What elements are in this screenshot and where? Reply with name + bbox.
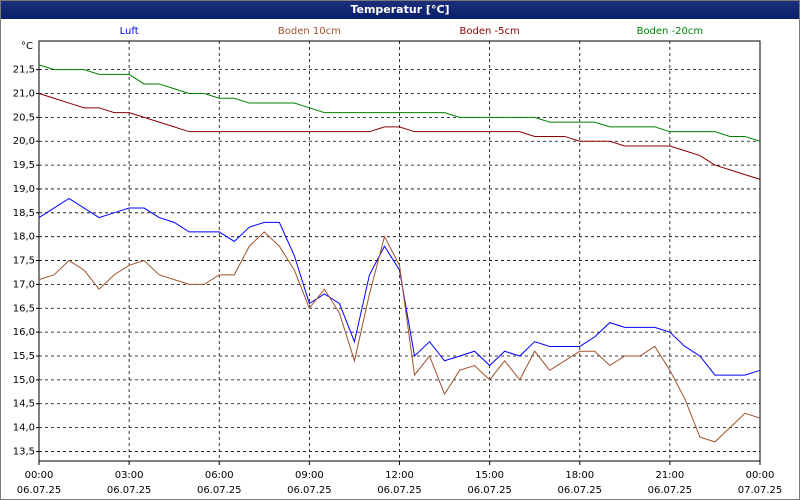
legend-entry: Luft — [120, 26, 139, 37]
x-tick-date: 06.07.25 — [17, 485, 62, 496]
x-tick-date: 06.07.25 — [107, 485, 152, 496]
y-unit: °C — [21, 41, 33, 52]
y-tick-label: 20,0 — [13, 136, 35, 147]
legend-entry: Boden -5cm — [460, 26, 520, 37]
x-tick-label: 18:00 — [565, 470, 594, 481]
y-tick-label: 18,5 — [13, 208, 35, 219]
x-tick-label: 00:00 — [746, 470, 775, 481]
x-tick-label: 03:00 — [115, 470, 144, 481]
x-tick-date: 06.07.25 — [287, 485, 332, 496]
y-tick-label: 18,0 — [13, 232, 35, 243]
y-tick-label: 17,5 — [13, 256, 35, 267]
y-tick-label: 20,5 — [13, 112, 35, 123]
legend-entry: Boden 10cm — [278, 26, 341, 37]
y-tick-label: 21,5 — [13, 65, 35, 76]
series-line — [38, 93, 761, 180]
x-tick-date: 06.07.25 — [377, 485, 422, 496]
y-tick-label: 21,0 — [13, 89, 35, 100]
x-tick-date: 06.07.25 — [467, 485, 512, 496]
chart-title: Temperatur [°C] — [1, 1, 799, 19]
y-tick-label: 14,5 — [13, 399, 35, 410]
x-tick-label: 09:00 — [295, 470, 324, 481]
y-tick-label: 19,0 — [13, 184, 35, 195]
x-tick-label: 15:00 — [475, 470, 504, 481]
x-tick-date: 06.07.25 — [197, 485, 242, 496]
y-tick-label: 13,5 — [13, 446, 35, 457]
x-tick-label: 00:00 — [25, 470, 54, 481]
y-tick-label: 15,0 — [13, 375, 35, 386]
y-tick-label: 17,0 — [13, 279, 35, 290]
x-tick-date: 07.07.25 — [738, 485, 783, 496]
y-tick-label: 15,5 — [13, 351, 35, 362]
series-line — [38, 231, 761, 443]
legend-entry: Boden -20cm — [637, 26, 704, 37]
x-tick-date: 06.07.25 — [648, 485, 693, 496]
x-tick-label: 12:00 — [385, 470, 414, 481]
y-tick-label: 16,5 — [13, 303, 35, 314]
y-tick-label: 19,5 — [13, 160, 35, 171]
x-tick-label: 21:00 — [655, 470, 684, 481]
x-tick-label: 06:00 — [205, 470, 234, 481]
series-line — [38, 64, 761, 142]
y-tick-label: 14,0 — [13, 423, 35, 434]
chart: °C 13,5 14,0 14,5 15,0 15,5 16,0 16,5 17,0 17,5 1… — [13, 26, 783, 496]
series-line — [38, 197, 761, 376]
y-tick-label: 16,0 — [13, 327, 35, 338]
x-tick-date: 06.07.25 — [557, 485, 602, 496]
